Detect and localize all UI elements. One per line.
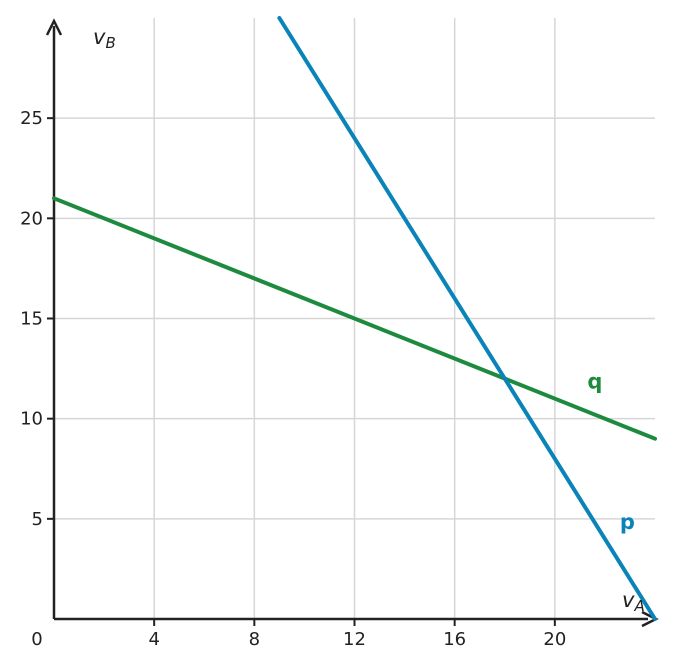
x-tick-label: 12	[343, 629, 366, 650]
x-tick-label: 8	[249, 629, 260, 650]
y-axis-title-sub: B	[105, 34, 115, 52]
x-axis-title: vA	[622, 588, 645, 615]
y-tick-label: 5	[32, 509, 43, 530]
x-tick-label: 16	[443, 629, 466, 650]
series-group: qp	[52, 16, 657, 621]
y-axis-title-main: v	[93, 25, 106, 49]
y-tick-label: 10	[20, 409, 43, 430]
axes	[45, 18, 659, 628]
ticks: 4 8 12 16 20 5 10 15 20 25	[20, 108, 566, 650]
y-axis-arrowhead	[45, 18, 63, 36]
grid	[54, 18, 655, 619]
y-tick-label: 15	[20, 309, 43, 330]
y-tick-label: 20	[20, 208, 43, 229]
origin-label: 0	[31, 629, 42, 650]
series-label-p: p	[620, 510, 635, 534]
x-axis-title-sub: A	[633, 597, 644, 615]
series-line-p	[277, 16, 657, 621]
x-axis-title-main: v	[622, 588, 635, 612]
x-tick-label: 4	[148, 629, 159, 650]
x-tick-label: 20	[543, 629, 566, 650]
y-axis-title: vB	[93, 25, 116, 52]
series-label-q: q	[587, 370, 602, 394]
series-line-q	[52, 196, 657, 441]
y-tick-label: 25	[20, 108, 43, 129]
